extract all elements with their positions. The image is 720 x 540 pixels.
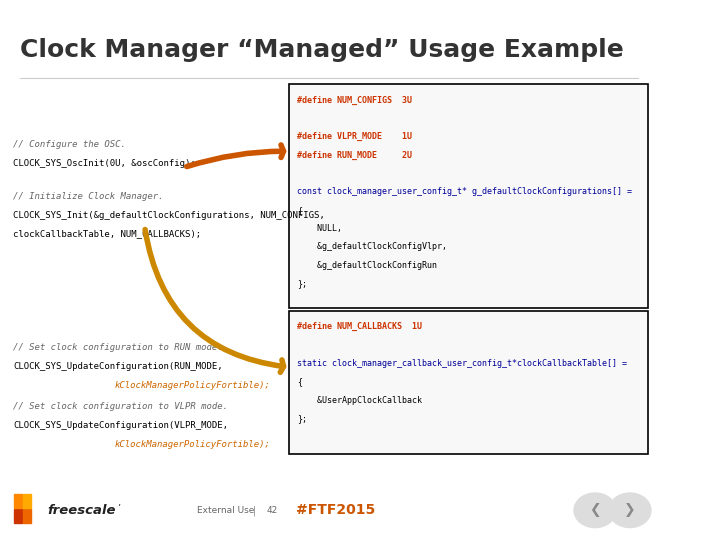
Text: // Set clock configuration to VLPR mode.: // Set clock configuration to VLPR mode. [13, 402, 228, 411]
Text: #define RUN_MODE     2U: #define RUN_MODE 2U [297, 151, 412, 160]
Text: kClockManagerPolicyFortible);: kClockManagerPolicyFortible); [115, 440, 271, 449]
Bar [23, 494, 31, 508]
Bar [14, 509, 22, 523]
Text: CLOCK_SYS_OscInit(0U, &oscConfig);: CLOCK_SYS_OscInit(0U, &oscConfig); [13, 159, 196, 168]
Bar [14, 494, 22, 508]
Text: ’: ’ [117, 504, 120, 514]
Text: NULL,: NULL, [297, 224, 342, 233]
Text: {: { [297, 206, 302, 215]
Text: };: }; [297, 279, 307, 288]
Text: External Use: External Use [197, 506, 255, 515]
Text: {: { [297, 377, 302, 387]
Text: ❯: ❯ [624, 503, 636, 517]
Text: Clock Manager “Managed” Usage Example: Clock Manager “Managed” Usage Example [19, 38, 624, 62]
Text: #define NUM_CALLBACKS  1U: #define NUM_CALLBACKS 1U [297, 322, 422, 332]
Text: kClockManagerPolicyFortible);: kClockManagerPolicyFortible); [115, 381, 271, 390]
Text: // Set clock configuration to RUN mode.: // Set clock configuration to RUN mode. [13, 343, 222, 352]
Bar [23, 509, 31, 523]
Text: |: | [253, 505, 256, 516]
Text: // Initialize Clock Manager.: // Initialize Clock Manager. [13, 192, 163, 201]
Text: #define VLPR_MODE    1U: #define VLPR_MODE 1U [297, 132, 412, 141]
Text: // Configure the OSC.: // Configure the OSC. [13, 140, 126, 150]
Text: #define NUM_CONFIGS  3U: #define NUM_CONFIGS 3U [297, 96, 412, 105]
Text: };: }; [297, 414, 307, 423]
Circle shape [609, 493, 651, 528]
Text: const clock_manager_user_config_t* g_defaultClockConfigurations[] =: const clock_manager_user_config_t* g_def… [297, 187, 632, 197]
Text: &g_defaultClockConfigVlpr,: &g_defaultClockConfigVlpr, [297, 242, 447, 252]
Text: &UserAppClockCallback: &UserAppClockCallback [297, 396, 422, 405]
FancyBboxPatch shape [289, 310, 648, 454]
Text: CLOCK_SYS_UpdateConfiguration(VLPR_MODE,: CLOCK_SYS_UpdateConfiguration(VLPR_MODE, [13, 421, 228, 430]
Text: #FTF2015: #FTF2015 [296, 503, 375, 517]
Text: freescale: freescale [48, 504, 116, 517]
Text: ❮: ❮ [589, 503, 601, 517]
Text: CLOCK_SYS_UpdateConfiguration(RUN_MODE,: CLOCK_SYS_UpdateConfiguration(RUN_MODE, [13, 362, 222, 371]
Text: static clock_manager_callback_user_config_t*clockCallbackTable[] =: static clock_manager_callback_user_confi… [297, 359, 627, 368]
Text: clockCallbackTable, NUM_CALLBACKS);: clockCallbackTable, NUM_CALLBACKS); [13, 230, 202, 239]
Circle shape [574, 493, 616, 528]
FancyBboxPatch shape [289, 84, 648, 308]
Text: 42: 42 [266, 506, 277, 515]
Text: &g_defaultClockConfigRun: &g_defaultClockConfigRun [297, 261, 437, 270]
Text: CLOCK_SYS_Init(&g_defaultClockConfigurations, NUM_CONFIGS,: CLOCK_SYS_Init(&g_defaultClockConfigurat… [13, 211, 325, 220]
